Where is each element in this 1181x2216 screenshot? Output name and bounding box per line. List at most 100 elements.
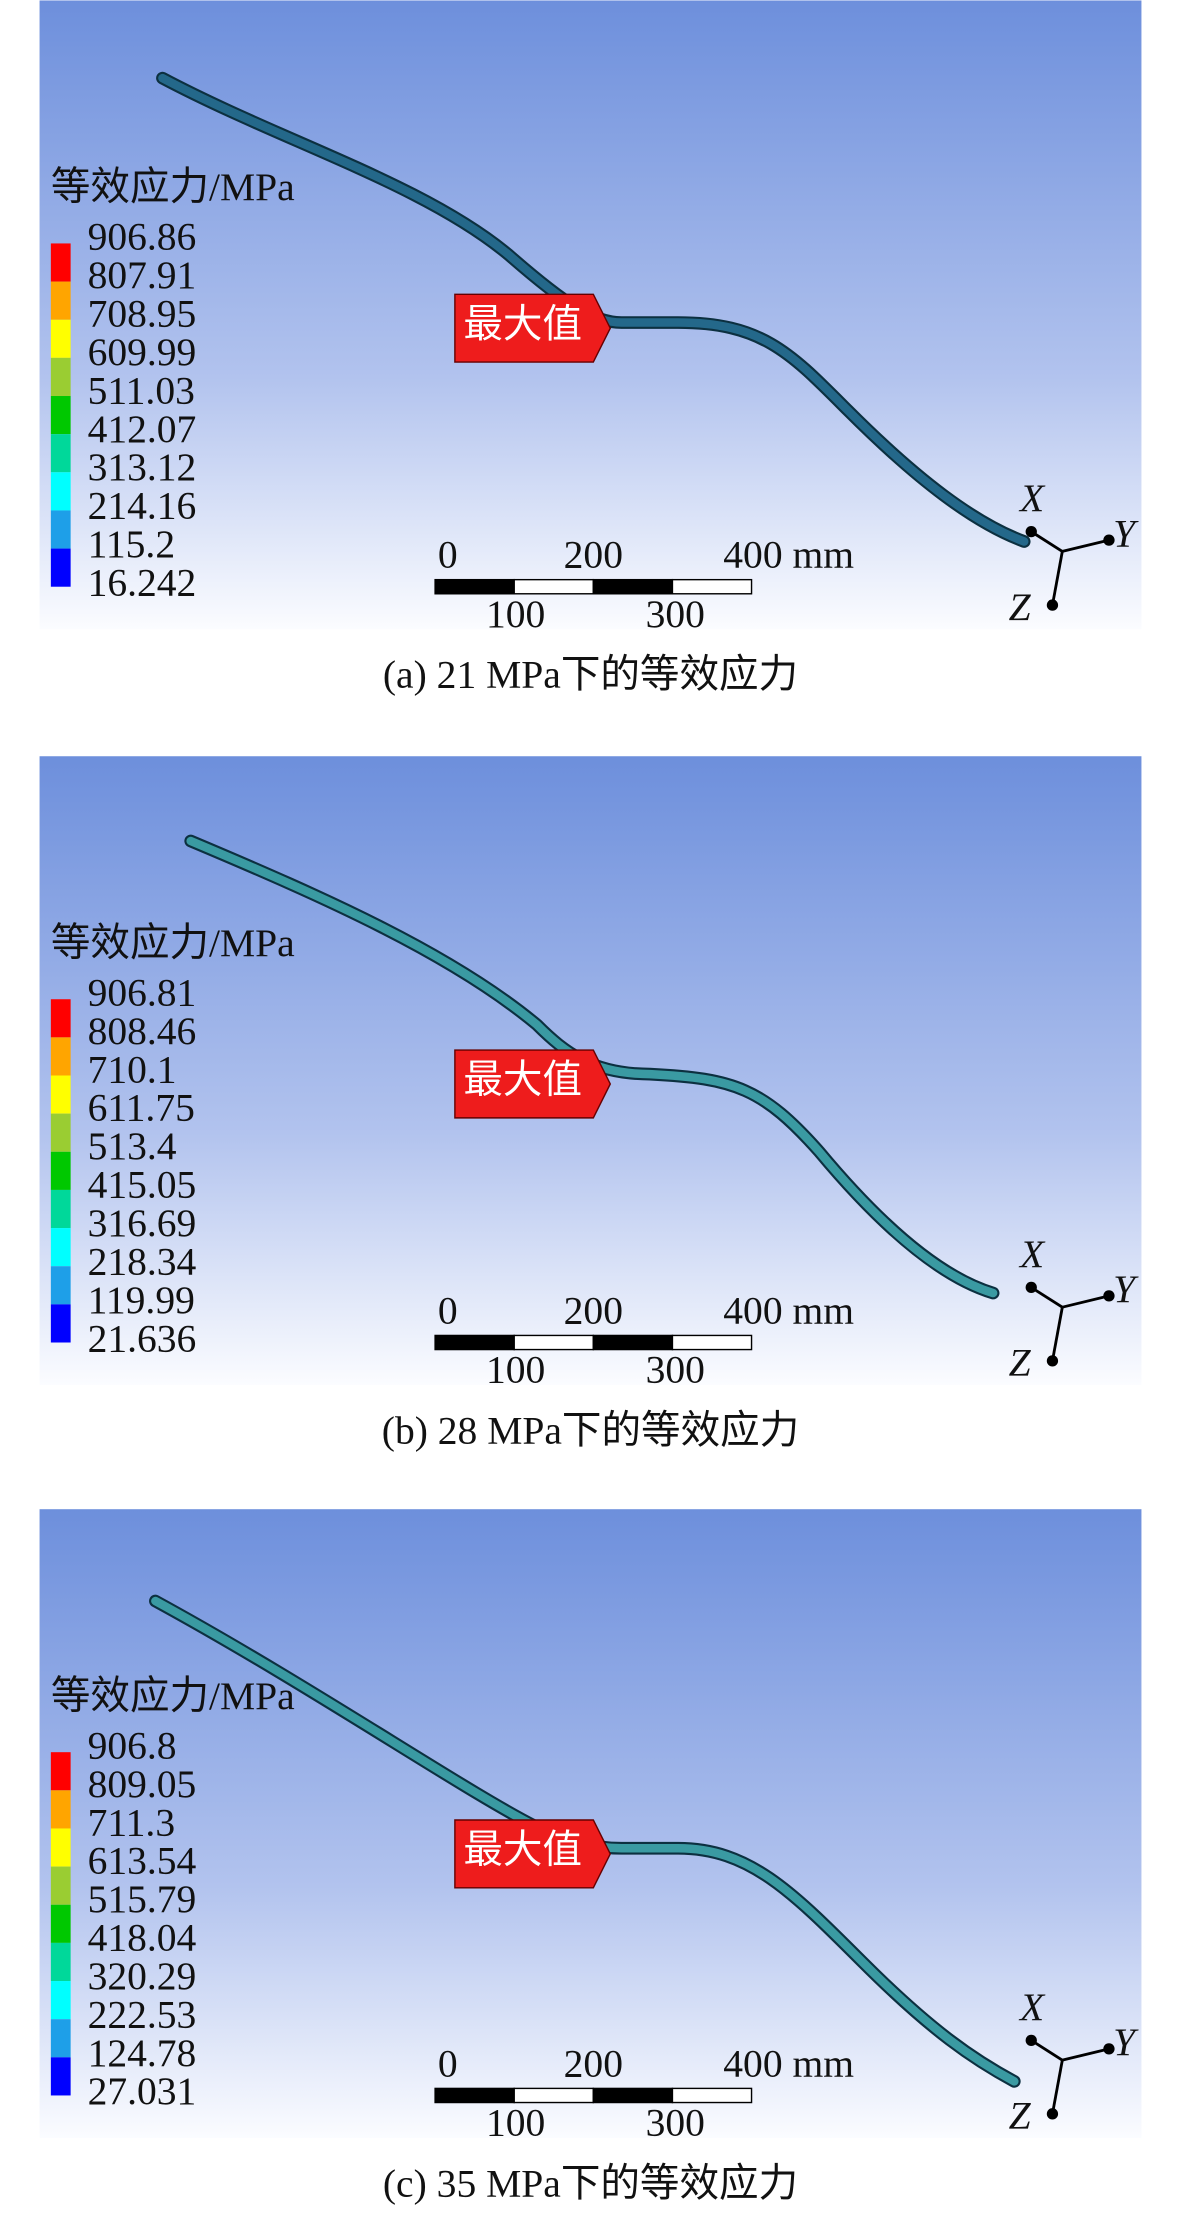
legend-title: 等效应力/MPa (51, 165, 295, 209)
legend-swatch (50, 396, 71, 435)
scale-label: 100 (486, 1348, 545, 1392)
legend-label: 16.242 (88, 561, 197, 605)
scale-segment (671, 2087, 753, 2104)
legend-label: 320.29 (88, 1954, 197, 1998)
axis-label: X (1018, 1985, 1046, 2029)
legend-swatch (50, 1037, 71, 1076)
legend-label: 313.12 (88, 445, 197, 489)
caption: (a) 21 MPa下的等效应力 (383, 653, 798, 697)
scale-segment (671, 1334, 753, 1351)
axis-arrow (1062, 538, 1110, 553)
axis-arrow (1051, 551, 1064, 606)
callout-label: 最大值 (463, 1828, 582, 1872)
legend-title: 等效应力/MPa (51, 921, 295, 965)
caption: (c) 35 MPa下的等效应力 (383, 2161, 798, 2205)
legend-swatch (50, 1113, 71, 1152)
scale-label: 100 (486, 592, 545, 636)
legend-swatch (50, 281, 71, 320)
legend-label: 906.86 (88, 215, 197, 259)
scale-label: 200 (564, 533, 623, 577)
legend-swatch (50, 999, 71, 1038)
scale-segment (671, 578, 753, 595)
legend-label: 906.81 (88, 970, 197, 1014)
legend-label: 609.99 (88, 330, 197, 374)
legend-swatch (50, 319, 71, 358)
legend-swatch (50, 1828, 71, 1867)
legend-swatch (50, 510, 71, 549)
callout-box (454, 1049, 612, 1119)
callout-box (454, 1819, 612, 1889)
axis-arrow (1051, 2059, 1064, 2115)
legend-label: 124.78 (88, 2031, 197, 2075)
legend-label: 222.53 (88, 1992, 197, 2036)
legend-label: 418.04 (88, 1916, 197, 1960)
legend-label: 415.05 (88, 1163, 197, 1207)
legend-label: 711.3 (88, 1800, 176, 1844)
legend-swatch (50, 434, 71, 473)
axis-label: Y (1113, 2020, 1139, 2064)
legend-swatch (50, 1942, 71, 1982)
axis-arrowhead (1046, 599, 1059, 611)
legend-label: 708.95 (88, 292, 197, 336)
axis-arrow (1062, 1294, 1110, 1309)
legend-swatch (50, 1904, 71, 1943)
legend-swatch (50, 1151, 71, 1190)
axis-label: Y (1113, 511, 1139, 555)
legend-label: 218.34 (88, 1239, 197, 1283)
legend-title: 等效应力/MPa (51, 1674, 295, 1718)
scale-label: 100 (486, 2101, 545, 2145)
scale-label: 200 (564, 2041, 623, 2085)
axis-arrow (1030, 530, 1064, 553)
axis-label: Z (1009, 585, 1032, 629)
axis-label: Z (1009, 1341, 1032, 1385)
axis-arrowhead (1046, 1355, 1059, 1367)
callout-label: 最大值 (463, 302, 582, 346)
caption: (b) 28 MPa下的等效应力 (382, 1408, 799, 1452)
scale-label: 400 mm (723, 2041, 854, 2085)
legend-swatch (50, 472, 71, 511)
scale-label: 300 (646, 592, 705, 636)
scale-label: 400 mm (723, 533, 854, 577)
legend-label: 513.4 (88, 1124, 177, 1168)
scale-label: 400 mm (723, 1288, 854, 1332)
scale-label: 200 (564, 1288, 623, 1332)
axis-label: Z (1009, 2094, 1032, 2138)
legend-swatch (50, 1866, 71, 1905)
legend-label: 214.16 (88, 484, 197, 528)
legend-label: 906.8 (88, 1723, 177, 1767)
legend-swatch (50, 2019, 71, 2058)
legend-swatch (50, 1304, 71, 1343)
legend-label: 21.636 (88, 1316, 197, 1360)
axis-arrowhead (1025, 2034, 1037, 2047)
pipe (158, 73, 1029, 546)
legend-label: 316.69 (88, 1201, 197, 1245)
legend-swatch (50, 1189, 71, 1229)
axis-label: X (1018, 476, 1046, 520)
legend-swatch (50, 243, 71, 282)
scale-label: 300 (646, 2101, 705, 2145)
pipe (186, 836, 998, 1298)
legend-label: 809.05 (88, 1762, 197, 1806)
legend-swatch (50, 2057, 71, 2096)
legend-label: 27.031 (88, 2069, 197, 2113)
axis-arrow (1030, 1286, 1064, 1309)
legend-swatch (50, 1981, 71, 2020)
legend-label: 511.03 (88, 368, 195, 412)
axis-label: X (1018, 1232, 1046, 1276)
legend-label: 119.99 (88, 1278, 195, 1322)
axis-arrowhead (1103, 2043, 1115, 2055)
callout-label: 最大值 (463, 1058, 582, 1102)
legend-label: 611.75 (88, 1086, 195, 1130)
axis-label: Y (1113, 1267, 1139, 1311)
scale-label: 300 (646, 1348, 705, 1392)
scale-label: 0 (438, 1288, 458, 1332)
axis-arrow (1030, 2039, 1064, 2062)
panel: 等效应力/MPa 906.8809.05711.3613.54515.79418.… (39, 1509, 1142, 2205)
legend-label: 808.46 (88, 1009, 197, 1053)
legend-swatch (50, 1075, 71, 1114)
panel: 等效应力/MPa 906.81808.46710.1611.75513.4415.… (39, 756, 1142, 1452)
legend-swatch (50, 548, 71, 587)
legend-label: 115.2 (88, 522, 176, 566)
legend-swatch (50, 357, 71, 397)
